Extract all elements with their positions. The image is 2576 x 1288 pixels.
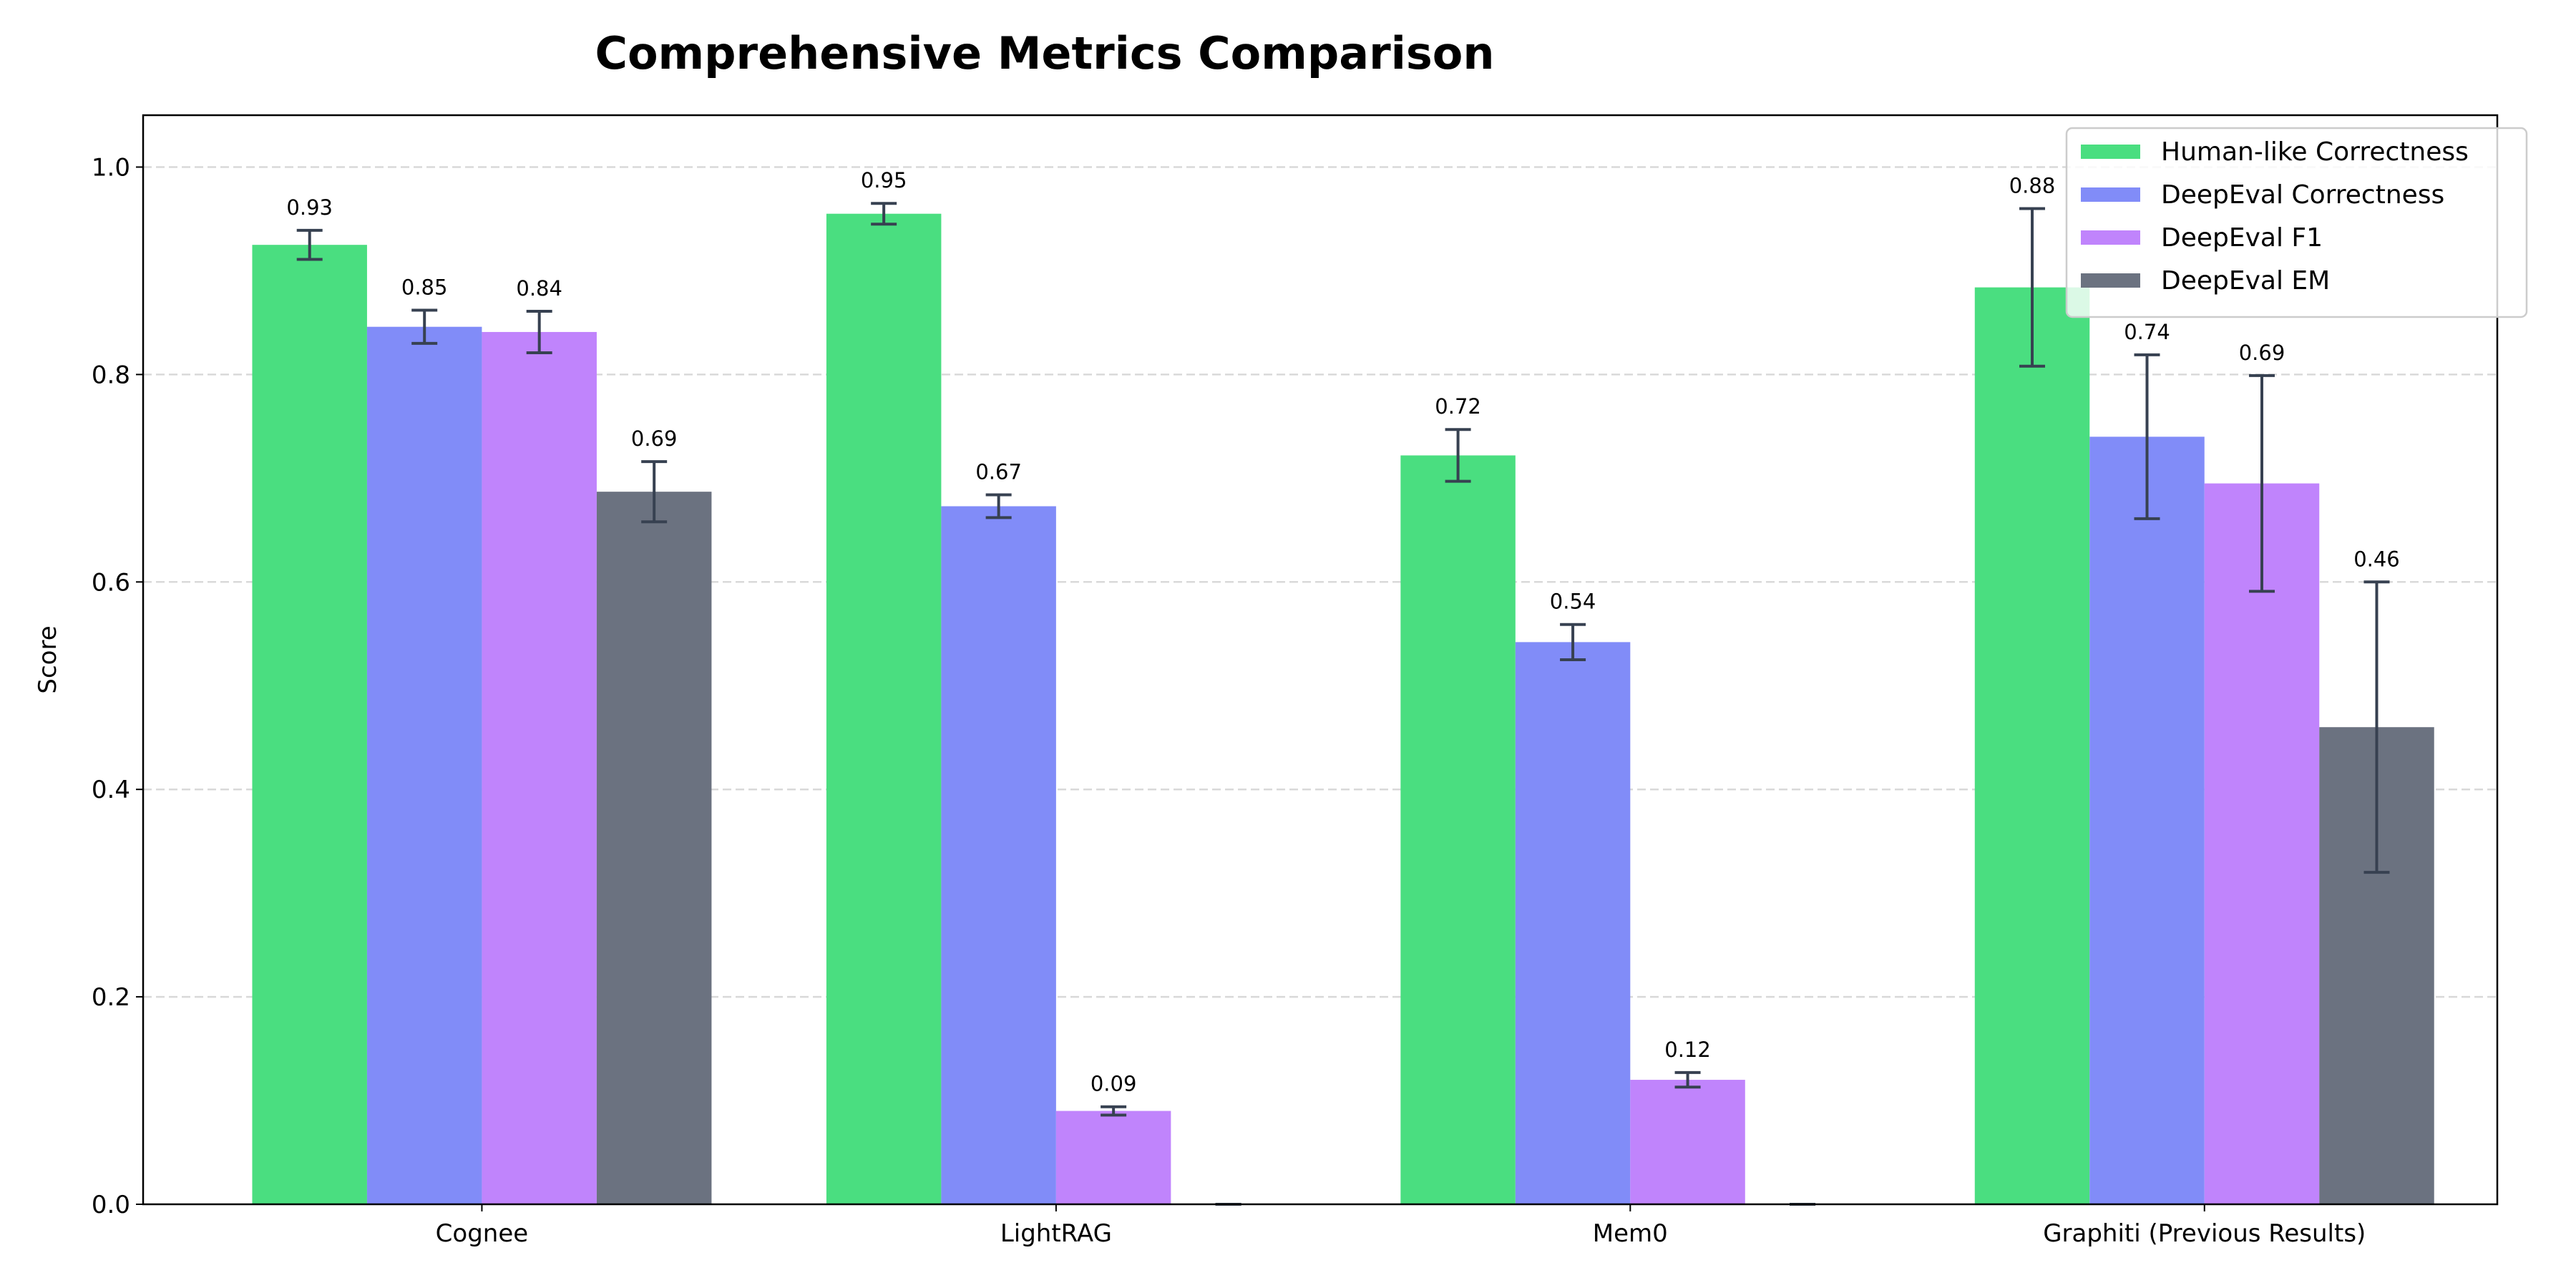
y-tick-label: 0.4 [92, 776, 130, 804]
data-label: 0.72 [1435, 394, 1481, 419]
chart-title: Comprehensive Metrics Comparison [595, 27, 1494, 79]
data-label: 0.93 [286, 195, 333, 220]
bar [252, 245, 367, 1205]
bar [941, 506, 1056, 1204]
bar [2089, 436, 2205, 1205]
data-label: 0.67 [975, 460, 1022, 484]
data-label: 0.69 [631, 426, 678, 451]
legend-swatch [2081, 230, 2140, 245]
bar [366, 326, 482, 1204]
data-label: 0.69 [2239, 341, 2285, 365]
bar [596, 492, 712, 1204]
y-tick-label: 0.2 [92, 983, 130, 1012]
plot-frame [142, 114, 2499, 1206]
data-label: 0.54 [1550, 590, 1596, 614]
data-label: 0.85 [401, 275, 448, 300]
y-tick-label: 0.8 [92, 361, 130, 389]
data-label: 0.12 [1664, 1038, 1711, 1062]
legend: Human-like Correctness DeepEval Correctne… [2065, 127, 2528, 318]
data-label: 0.95 [861, 168, 907, 192]
legend-label: DeepEval EM [2161, 266, 2330, 296]
data-label: 0.74 [2124, 320, 2170, 344]
legend-box [2065, 127, 2528, 318]
bar [826, 213, 942, 1204]
data-label: 0.84 [516, 276, 562, 301]
x-tick-label: Mem0 [1593, 1219, 1668, 1248]
legend-swatch [2081, 145, 2140, 159]
x-tick-label: Cognee [436, 1219, 529, 1248]
legend-swatch [2081, 273, 2140, 288]
y-tick-label: 0.6 [92, 568, 130, 597]
legend-swatch [2081, 187, 2140, 202]
bar [1400, 455, 1516, 1204]
y-axis-label: Score [34, 625, 62, 693]
legend-label: DeepEval F1 [2161, 223, 2323, 253]
data-label: 0.46 [2353, 547, 2400, 571]
bar [482, 331, 597, 1205]
y-tick-label: 1.0 [92, 153, 130, 182]
bar [1055, 1111, 1171, 1204]
legend-label: DeepEval Correctness [2161, 180, 2444, 210]
legend-label: Human-like Correctness [2161, 137, 2469, 167]
bar [1974, 287, 2090, 1204]
bar [1630, 1080, 1745, 1204]
data-label: 0.09 [1091, 1072, 1137, 1096]
bar [1515, 642, 1631, 1204]
x-tick-label: LightRAG [1000, 1219, 1112, 1248]
y-tick-label: 0.0 [92, 1191, 130, 1219]
data-label: 0.88 [2009, 173, 2056, 197]
x-tick-label: Graphiti (Previous Results) [2043, 1219, 2366, 1248]
bar [2204, 483, 2320, 1204]
